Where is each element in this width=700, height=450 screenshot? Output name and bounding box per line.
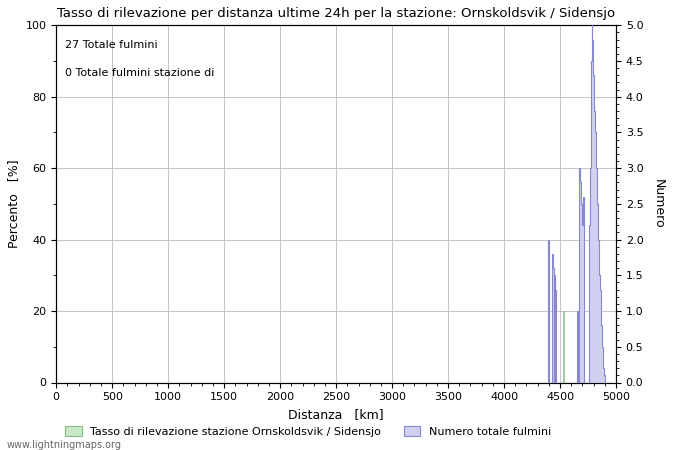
X-axis label: Distanza   [km]: Distanza [km] bbox=[288, 408, 384, 421]
Text: www.lightningmaps.org: www.lightningmaps.org bbox=[7, 440, 122, 450]
Y-axis label: Percento   [%]: Percento [%] bbox=[7, 160, 20, 248]
Y-axis label: Numero: Numero bbox=[651, 179, 664, 229]
Title: Tasso di rilevazione per distanza ultime 24h per la stazione: Ornskoldsvik / Sid: Tasso di rilevazione per distanza ultime… bbox=[57, 7, 615, 20]
Text: 0 Totale fulmini stazione di: 0 Totale fulmini stazione di bbox=[64, 68, 214, 78]
Text: 27 Totale fulmini: 27 Totale fulmini bbox=[64, 40, 158, 50]
Legend: Tasso di rilevazione stazione Ornskoldsvik / Sidensjo, Numero totale fulmini: Tasso di rilevazione stazione Ornskoldsv… bbox=[60, 422, 556, 441]
